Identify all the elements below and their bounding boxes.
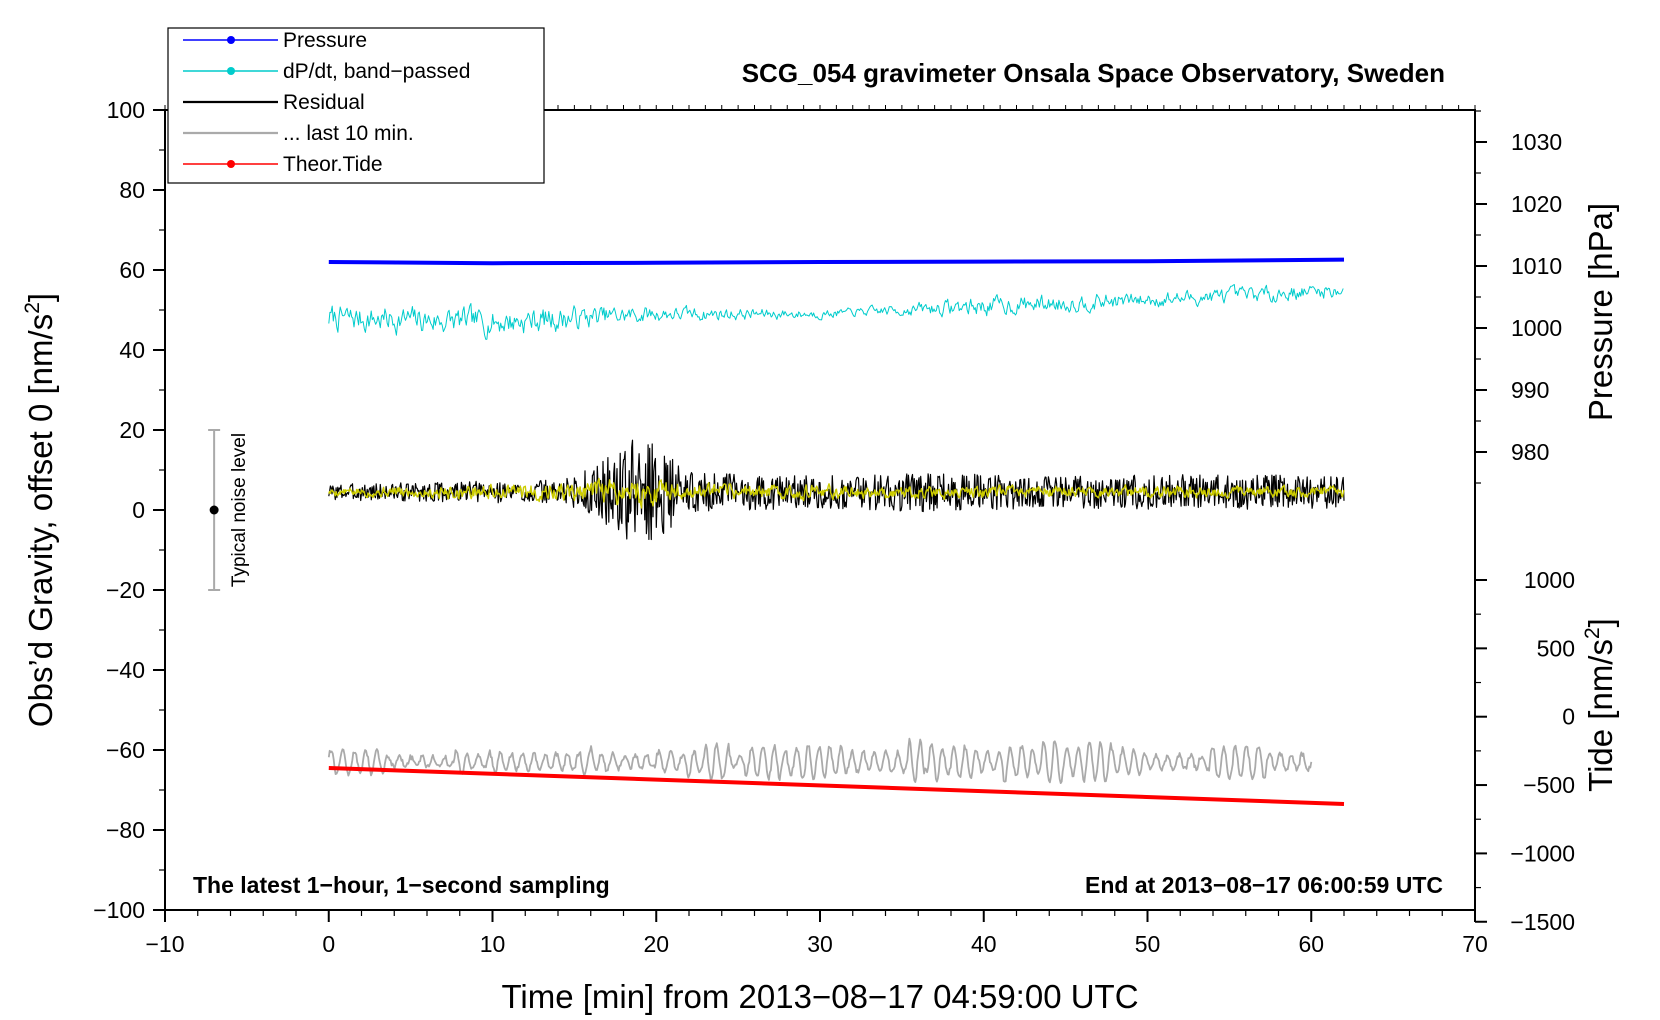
x-tick-label: 40 [971,931,997,957]
legend-label: Pressure [283,29,367,52]
x-tick-label: 0 [322,931,335,957]
y-axis-title-gravity-tail: ] [22,293,59,302]
y-tick-label: 60 [119,257,145,283]
noise-indicator: Typical noise level [208,429,250,591]
y-tick-label: −60 [106,737,145,763]
x-tick-label: 50 [1135,931,1161,957]
y-tick-label: 0 [132,497,145,523]
legend-label: dP/dt, band−passed [283,60,470,83]
pressure-tick-label: 990 [1511,377,1549,403]
pressure-tick-label: 1020 [1511,191,1562,217]
y-axis-title-gravity-sup: 2 [21,302,44,314]
y-tick-label: −20 [106,577,145,603]
x-tick-label: −10 [145,931,184,957]
ticks-layer: −10 0 10 20 30 40 50 60 70100806040200−20−40−60−… [93,97,1575,957]
legend: Pressure dP/dt, band−passed Residual ... la… [167,27,545,184]
y-tick-label: −80 [106,817,145,843]
y-axis-title-tide: Tide [nm/s2] [1581,618,1619,792]
series-residual-filtered [328,477,1345,509]
noise-level-label: Typical noise level [229,433,250,587]
y-axis-title-tide-sup: 2 [1581,627,1604,639]
series-last-10-min [327,737,1313,784]
x-tick-label: 30 [807,931,833,957]
tide-tick-label: −1000 [1510,840,1575,866]
y-tick-label: 20 [119,417,145,443]
sampling-note: The latest 1−hour, 1−second sampling [193,872,610,898]
tide-tick-label: 0 [1562,704,1575,730]
tide-tick-label: −500 [1523,772,1575,798]
tide-tick-label: 500 [1537,635,1575,661]
y-axis-title-tide-main: Tide [nm/s [1582,639,1619,792]
legend-marker [227,67,235,75]
x-tick-label: 60 [1298,931,1324,957]
x-tick-label: 20 [643,931,669,957]
noise-center-dot [209,505,219,515]
pressure-tick-label: 980 [1511,439,1549,465]
legend-label: Theor.Tide [283,153,383,176]
series-theoretical-tide [328,766,1345,806]
x-tick-label: 70 [1462,931,1488,957]
pressure-tick-label: 1000 [1511,315,1562,341]
pressure-tick-label: 1010 [1511,253,1562,279]
y-axis-title-pressure: Pressure [hPa] [1582,203,1619,421]
legend-box [167,27,545,184]
legend-marker [227,160,235,168]
end-time-note: End at 2013−08−17 06:00:59 UTC [1085,872,1443,898]
x-axis-title: Time [min] from 2013−08−17 04:59:00 UTC [501,978,1138,1015]
y-axis-title-gravity: Obs’d Gravity, offset 0 [nm/s2] [21,293,59,727]
x-tick-label: 10 [480,931,506,957]
series-dpdt [328,284,1344,340]
y-tick-label: 100 [107,97,145,123]
y-tick-label: 40 [119,337,145,363]
legend-label: ... last 10 min. [283,122,414,145]
series-layer [327,257,1345,806]
y-axis-title-tide-tail: ] [1582,618,1619,627]
y-tick-label: 80 [119,177,145,203]
legend-marker [227,36,235,44]
y-axis-title-gravity-main: Obs’d Gravity, offset 0 [nm/s [22,314,59,727]
tide-tick-label: −1500 [1510,909,1575,935]
legend-label: Residual [283,91,365,114]
y-tick-label: −100 [93,897,145,923]
series-residual [328,439,1345,541]
chart-title: SCG_054 gravimeter Onsala Space Observat… [742,58,1445,88]
series-pressure [328,257,1345,266]
y-tick-label: −40 [106,657,145,683]
tide-tick-label: 1000 [1524,567,1575,593]
pressure-tick-label: 1030 [1511,129,1562,155]
